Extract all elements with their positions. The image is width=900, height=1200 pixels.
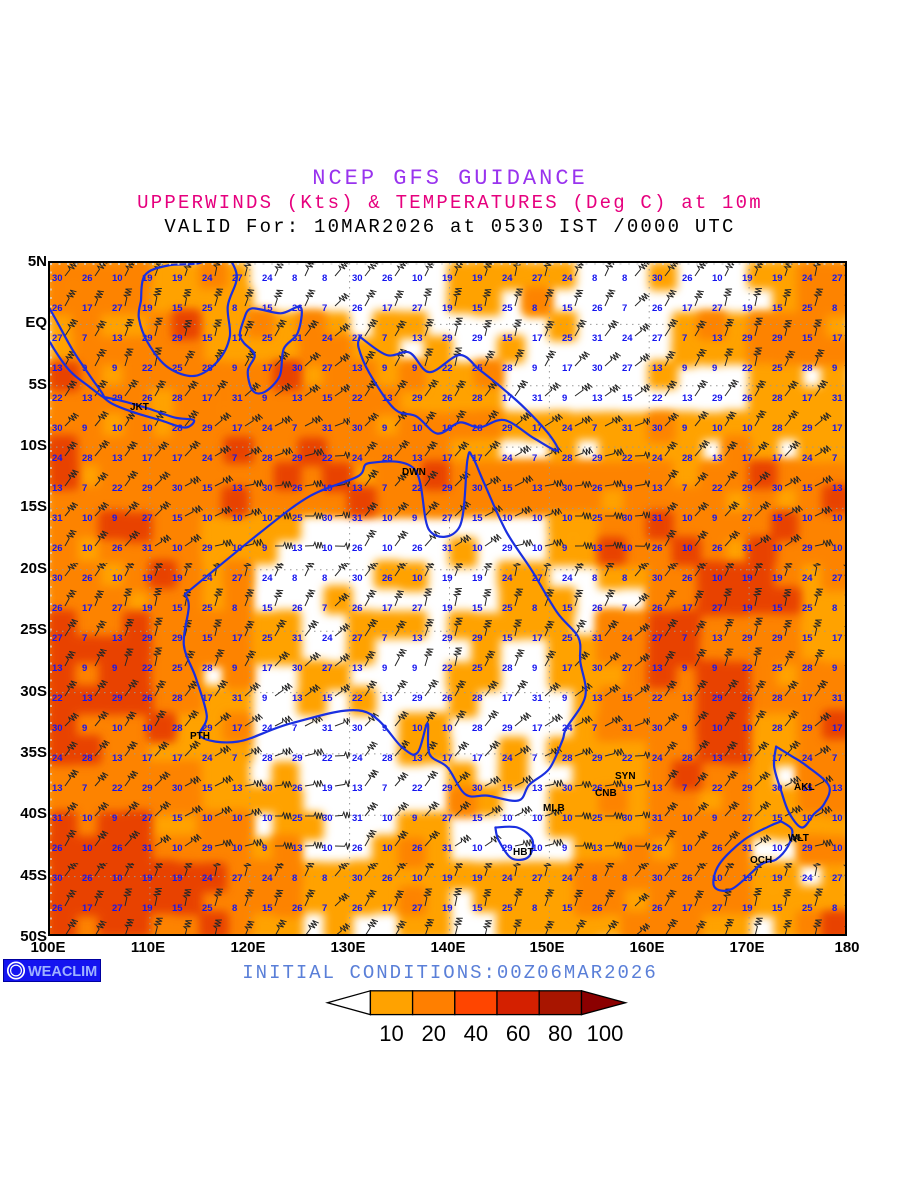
svg-text:JKT: JKT [130, 402, 149, 413]
svg-text:40: 40 [464, 1021, 488, 1046]
svg-text:MLB: MLB [543, 803, 565, 814]
svg-text:SYN: SYN [615, 771, 636, 782]
svg-text:AKL: AKL [794, 782, 815, 793]
svg-text:DWN: DWN [402, 467, 426, 478]
svg-text:OCH: OCH [750, 855, 772, 866]
svg-text:WLT: WLT [788, 833, 809, 844]
svg-text:60: 60 [506, 1021, 530, 1046]
svg-text:80: 80 [548, 1021, 572, 1046]
svg-text:20: 20 [421, 1021, 445, 1046]
svg-text:10: 10 [379, 1021, 403, 1046]
svg-text:HBT: HBT [513, 847, 534, 858]
svg-text:PTH: PTH [190, 731, 210, 742]
svg-text:CNB: CNB [595, 788, 617, 799]
svg-text:100: 100 [587, 1021, 624, 1046]
